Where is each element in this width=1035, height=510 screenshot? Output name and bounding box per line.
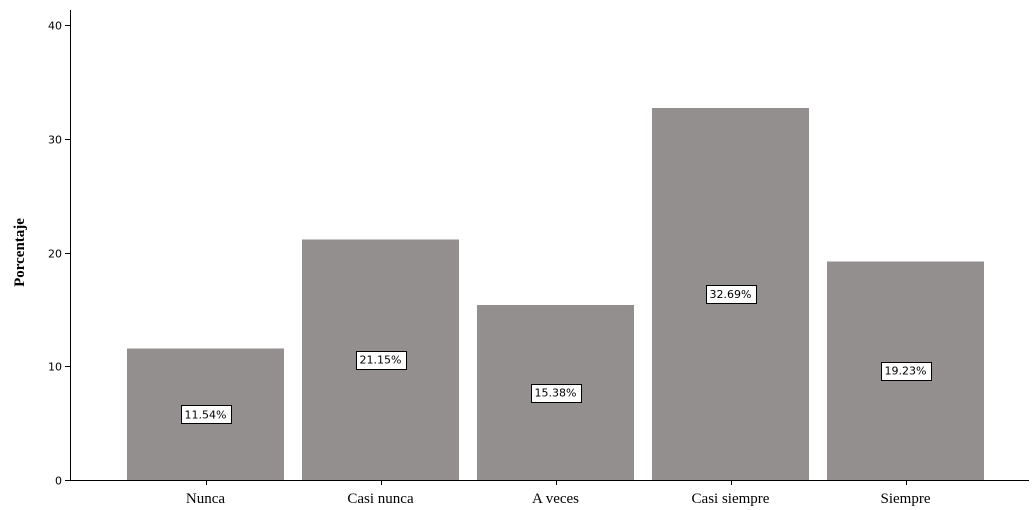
y-tick-label: 40	[48, 20, 62, 33]
y-tick-label: 20	[48, 248, 62, 261]
y-axis-title: Porcentaje	[12, 218, 28, 287]
data-label-box	[181, 405, 232, 424]
x-ticks-group: Nunca Casi nunca A veces Casi siempre Siempr…	[186, 480, 931, 507]
x-tick-label: Nunca	[186, 491, 225, 507]
data-label: 11.54%	[185, 408, 227, 421]
y-tick-label: 30	[48, 134, 62, 147]
data-label-box	[706, 285, 757, 304]
x-tick-label: Siempre	[881, 491, 931, 507]
x-tick-label: A veces	[532, 491, 579, 507]
data-labels-group: 11.54% 21.15% 15.38% 32.69% 19.23%	[181, 285, 932, 424]
data-label: 15.38%	[535, 387, 577, 400]
bars-group	[127, 108, 984, 481]
y-tick-label: 0	[55, 475, 62, 488]
x-tick-label: Casi nunca	[347, 491, 414, 507]
data-label: 32.69%	[710, 288, 752, 301]
data-label-box	[356, 351, 407, 370]
x-tick-label: Casi siempre	[692, 491, 770, 507]
data-label-box	[531, 384, 582, 403]
y-tick-label: 10	[48, 361, 62, 374]
data-label: 21.15%	[360, 354, 402, 367]
axes-group	[70, 10, 1029, 481]
y-ticks-group: 0 10 20 30 40	[48, 20, 70, 488]
data-label-box	[881, 362, 932, 381]
data-label: 19.23%	[885, 365, 927, 378]
